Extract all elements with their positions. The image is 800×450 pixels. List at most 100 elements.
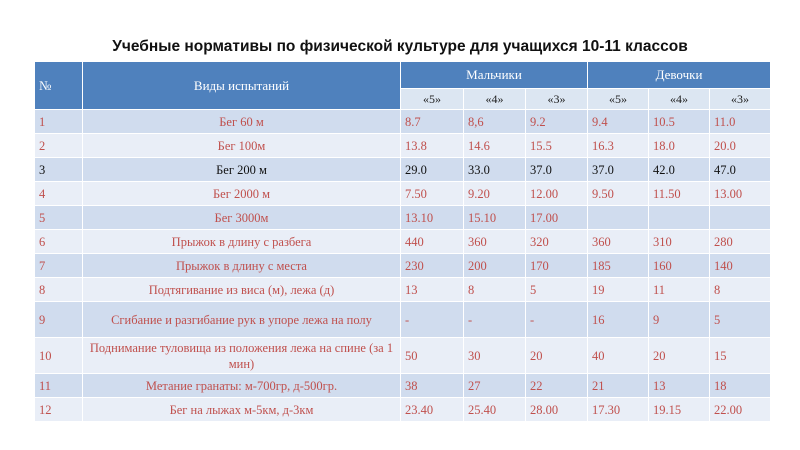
norm-value: 37.0: [525, 157, 588, 182]
norm-value: 8: [709, 277, 771, 302]
norm-value: 140: [709, 253, 771, 278]
norm-value: 22.00: [709, 397, 771, 422]
test-name: Сгибание и разгибание рук в упоре лежа н…: [82, 301, 401, 338]
norm-value: 9: [648, 301, 710, 338]
table-row: 6 Прыжок в длину с разбега 440 360 320 360 310…: [34, 229, 771, 254]
norm-value: 9.2: [525, 109, 588, 134]
norm-value: 13: [648, 373, 710, 398]
norm-value: 13.8: [400, 133, 464, 158]
norm-value: 15: [709, 337, 771, 374]
header-grade: «4»: [648, 88, 710, 110]
norm-value: 18: [709, 373, 771, 398]
norm-value: 170: [525, 253, 588, 278]
test-name: Бег на лыжах м-5км, д-3км: [82, 397, 401, 422]
norm-value: 15.10: [463, 205, 526, 230]
row-number: 1: [34, 109, 83, 134]
norm-value: 16: [587, 301, 649, 338]
norm-value: 360: [463, 229, 526, 254]
norm-value: 30: [463, 337, 526, 374]
norm-value: 13: [400, 277, 464, 302]
norm-value: 360: [587, 229, 649, 254]
test-name: Бег 3000м: [82, 205, 401, 230]
table-row: 3 Бег 200 м 29.0 33.0 37.0 37.0 42.0 47.0: [34, 157, 771, 182]
norm-value: 11.50: [648, 181, 710, 206]
test-name: Бег 200 м: [82, 157, 401, 182]
norm-value: 40: [587, 337, 649, 374]
norm-value: 7.50: [400, 181, 464, 206]
norm-value: 13.00: [709, 181, 771, 206]
norm-value: 14.6: [463, 133, 526, 158]
norm-value: 23.40: [400, 397, 464, 422]
norm-value: 230: [400, 253, 464, 278]
table-header: № Виды испытаний Мальчики Девочки «5» «4…: [34, 61, 771, 110]
norm-value: 21: [587, 373, 649, 398]
header-girls: Девочки: [587, 61, 771, 89]
test-name: Поднимание туловища из положения лежа на…: [82, 337, 401, 374]
test-name: Прыжок в длину с места: [82, 253, 401, 278]
norm-value: 42.0: [648, 157, 710, 182]
norm-value: [709, 205, 771, 230]
norm-value: 10.5: [648, 109, 710, 134]
norm-value: 19: [587, 277, 649, 302]
norm-value: 9.4: [587, 109, 649, 134]
norm-value: 11.0: [709, 109, 771, 134]
row-number: 7: [34, 253, 83, 278]
norm-value: 38: [400, 373, 464, 398]
norm-value: 9.50: [587, 181, 649, 206]
test-name: Бег 100м: [82, 133, 401, 158]
header-number: №: [34, 61, 83, 110]
norm-value: 12.00: [525, 181, 588, 206]
norm-value: 320: [525, 229, 588, 254]
standards-table: № Виды испытаний Мальчики Девочки «5» «4…: [34, 61, 771, 422]
test-name: Прыжок в длину с разбега: [82, 229, 401, 254]
page-title: Учебные нормативы по физической культуре…: [112, 38, 688, 55]
norm-value: 13.10: [400, 205, 464, 230]
norm-value: 11: [648, 277, 710, 302]
table-row: 5 Бег 3000м 13.10 15.10 17.00: [34, 205, 771, 230]
header-grade: «5»: [587, 88, 649, 110]
table-row: 12 Бег на лыжах м-5км, д-3км 23.40 25.40 28.…: [34, 397, 771, 422]
table-body: 1 Бег 60 м 8.7 8,6 9.2 9.4 10.5 11.0 2 Бег 100м 13…: [34, 109, 771, 422]
norm-value: 25.40: [463, 397, 526, 422]
table-row: 8 Подтягивание из виса (м), лежа (д) 13 8 5 1…: [34, 277, 771, 302]
test-name: Подтягивание из виса (м), лежа (д): [82, 277, 401, 302]
norm-value: 18.0: [648, 133, 710, 158]
norm-value: 17.00: [525, 205, 588, 230]
norm-value: 19.15: [648, 397, 710, 422]
row-number: 10: [34, 337, 83, 374]
norm-value: 33.0: [463, 157, 526, 182]
norm-value: 185: [587, 253, 649, 278]
norm-value: 8.7: [400, 109, 464, 134]
norm-value: 29.0: [400, 157, 464, 182]
header-boys: Мальчики: [400, 61, 588, 89]
row-number: 4: [34, 181, 83, 206]
norm-value: 5: [709, 301, 771, 338]
norm-value: -: [463, 301, 526, 338]
norm-value: 15.5: [525, 133, 588, 158]
norm-value: 200: [463, 253, 526, 278]
header-grade: «5»: [400, 88, 464, 110]
norm-value: 37.0: [587, 157, 649, 182]
row-number: 12: [34, 397, 83, 422]
row-number: 11: [34, 373, 83, 398]
test-name: Метание гранаты: м-700гр, д-500гр.: [82, 373, 401, 398]
table-row: 10 Поднимание туловища из положения лежа …: [34, 337, 771, 374]
header-test-type: Виды испытаний: [82, 61, 401, 110]
row-number: 3: [34, 157, 83, 182]
table-row: 4 Бег 2000 м 7.50 9.20 12.00 9.50 11.50 13.00: [34, 181, 771, 206]
test-name: Бег 2000 м: [82, 181, 401, 206]
norm-value: 8: [463, 277, 526, 302]
table-row: 2 Бег 100м 13.8 14.6 15.5 16.3 18.0 20.0: [34, 133, 771, 158]
test-name: Бег 60 м: [82, 109, 401, 134]
norm-value: -: [400, 301, 464, 338]
norm-value: 22: [525, 373, 588, 398]
norm-value: 50: [400, 337, 464, 374]
norm-value: 20.0: [709, 133, 771, 158]
row-number: 2: [34, 133, 83, 158]
norm-value: [587, 205, 649, 230]
norm-value: -: [525, 301, 588, 338]
table-row: 11 Метание гранаты: м-700гр, д-500гр. 38 27…: [34, 373, 771, 398]
header-grade: «4»: [463, 88, 526, 110]
row-number: 6: [34, 229, 83, 254]
